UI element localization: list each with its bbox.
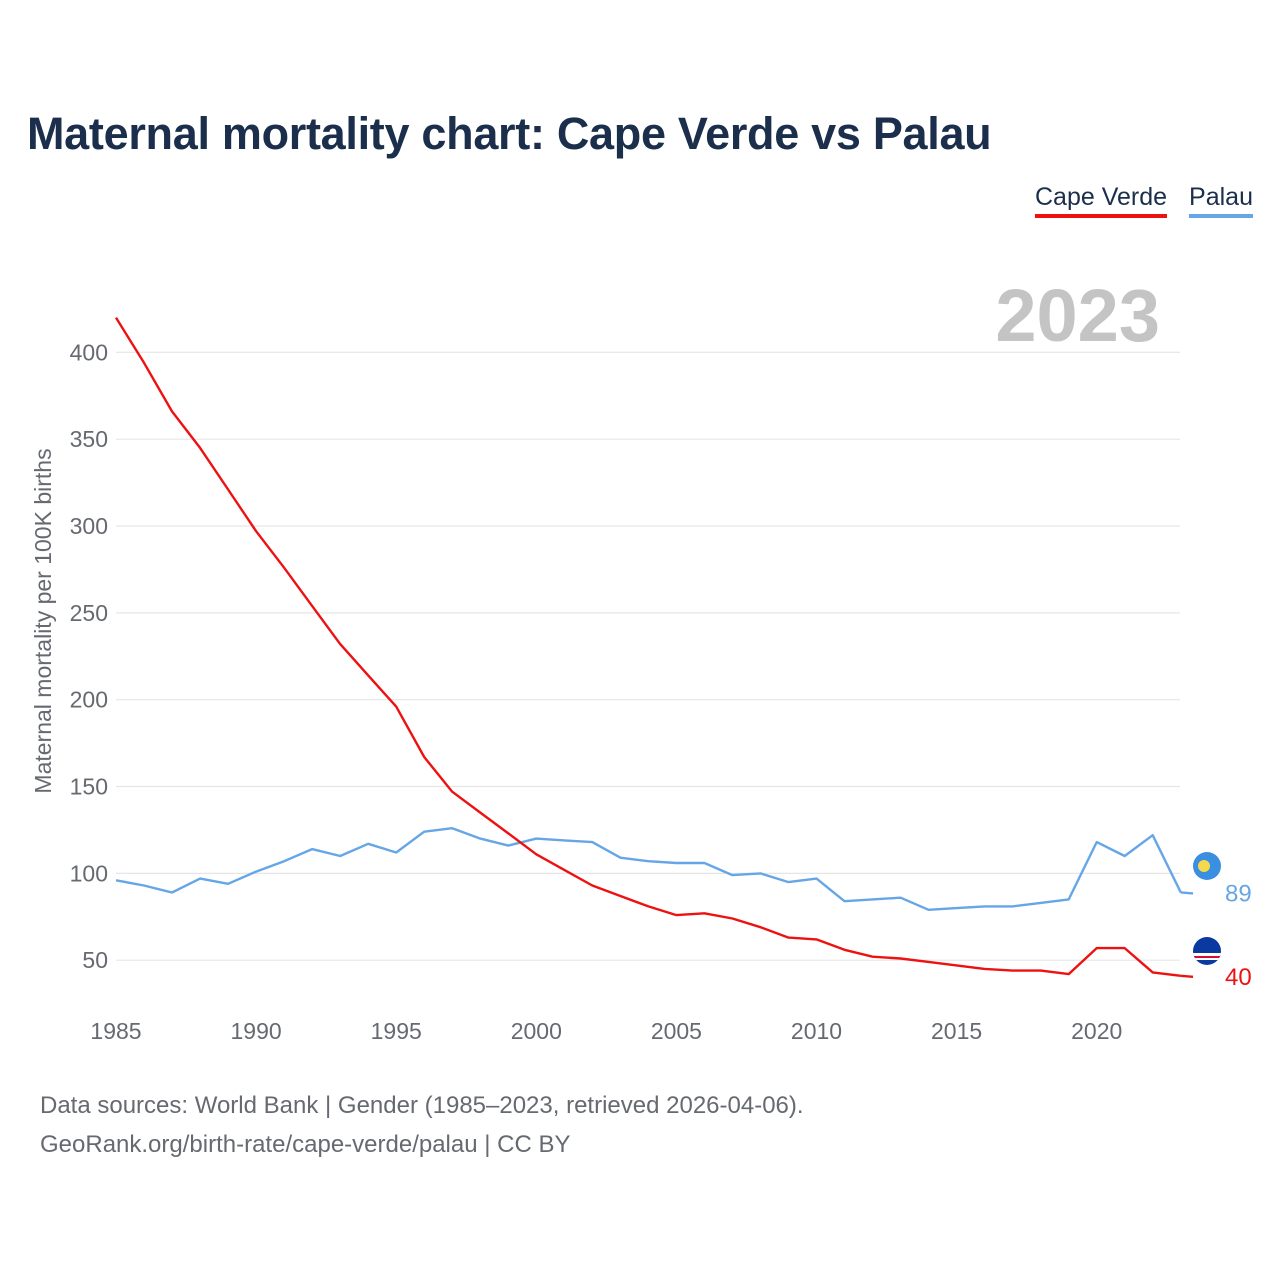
x-tick-label: 1995 bbox=[371, 1018, 422, 1044]
footer: Data sources: World Bank | Gender (1985–… bbox=[40, 1086, 804, 1164]
y-tick-label: 350 bbox=[70, 426, 108, 452]
x-axis-ticks: 1985 1990 1995 2000 2005 2010 2015 2020 bbox=[90, 1018, 1122, 1044]
series-line-cape-verde bbox=[114, 316, 1181, 977]
y-tick-label: 250 bbox=[70, 600, 108, 626]
series-connector bbox=[1180, 974, 1194, 979]
x-tick-label: 2020 bbox=[1071, 1018, 1122, 1044]
footer-attribution[interactable]: GeoRank.org/birth-rate/cape-verde/palau … bbox=[40, 1131, 571, 1158]
cape-verde-flag-icon bbox=[1193, 937, 1221, 965]
y-tick-label: 400 bbox=[70, 339, 108, 365]
x-tick-label: 2005 bbox=[651, 1018, 702, 1044]
footer-sources: Data sources: World Bank | Gender (1985–… bbox=[40, 1092, 804, 1119]
x-tick-label: 2015 bbox=[931, 1018, 982, 1044]
x-tick-label: 1990 bbox=[231, 1018, 282, 1044]
y-axis-ticks: 50 100 150 200 250 300 350 400 bbox=[70, 339, 108, 973]
grid-lines bbox=[116, 351, 1180, 961]
y-tick-label: 50 bbox=[82, 947, 108, 973]
x-tick-label: 1985 bbox=[90, 1018, 141, 1044]
y-tick-label: 200 bbox=[70, 687, 108, 713]
end-value-label-cape-verde: 40 bbox=[1225, 964, 1252, 991]
y-tick-label: 150 bbox=[70, 774, 108, 800]
end-labels: 40 89 bbox=[1225, 880, 1252, 990]
palau-flag-icon bbox=[1193, 852, 1221, 880]
legend-item-palau[interactable]: Palau bbox=[1189, 183, 1253, 218]
legend-item-cape-verde[interactable]: Cape Verde bbox=[1035, 183, 1168, 218]
series-lines bbox=[114, 316, 1194, 979]
y-tick-label: 100 bbox=[70, 860, 108, 886]
x-tick-label: 2010 bbox=[791, 1018, 842, 1044]
y-axis-label: Maternal mortality per 100K births bbox=[30, 448, 56, 793]
series-line-palau bbox=[115, 827, 1182, 911]
x-tick-label: 2000 bbox=[511, 1018, 562, 1044]
chart-title: Maternal mortality chart: Cape Verde vs … bbox=[27, 108, 992, 159]
legend: Cape Verde Palau bbox=[1035, 183, 1253, 218]
year-watermark: 2023 bbox=[995, 274, 1160, 357]
line-chart: 50 100 150 200 250 300 350 400 1985 1990 1995 2000… bbox=[30, 274, 1252, 1044]
series-connector bbox=[1180, 891, 1194, 895]
end-value-label-palau: 89 bbox=[1225, 880, 1252, 907]
y-tick-label: 300 bbox=[70, 513, 108, 539]
